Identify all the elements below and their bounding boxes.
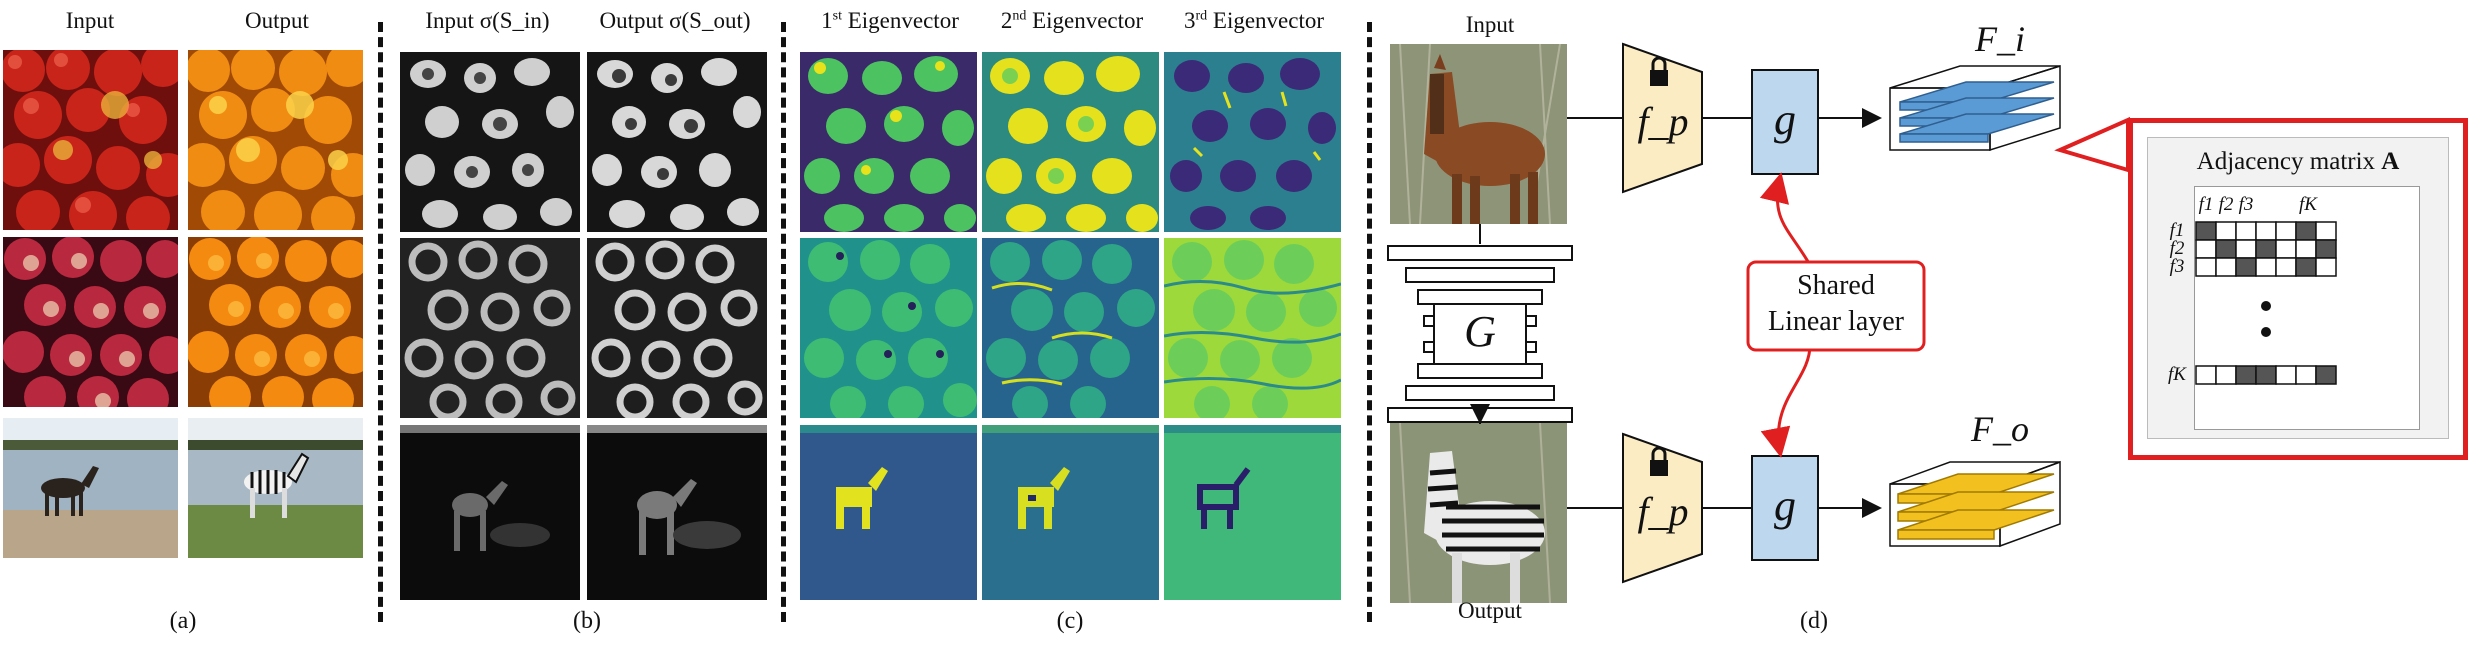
adjacency-title-bold: A <box>2381 148 2400 175</box>
adjacency-matrix-grid <box>2195 221 2337 385</box>
panel-d-connectors <box>1470 42 2130 584</box>
generator-label: G <box>1464 307 1496 356</box>
panel-d-input-label: Input <box>1465 12 1515 37</box>
adjacency-panel: Adjacency matrix A <box>2147 137 2449 439</box>
panel-c-header-2: 2nd Eigenvector <box>982 8 1162 34</box>
eigenvector-2-row-2 <box>982 238 1159 418</box>
apples-output-image <box>188 50 363 230</box>
feature-in-label: F_i <box>1975 19 2025 59</box>
eigenvector-3-row-2 <box>1164 238 1341 418</box>
matrix-col-label-k: fK <box>2299 194 2317 215</box>
eigenvector-2-row-3 <box>982 425 1159 600</box>
horse-input-image <box>3 418 178 558</box>
eigenvector-1-row-3 <box>800 425 977 600</box>
saliency-output-1 <box>587 52 767 232</box>
saliency-input-3 <box>400 425 580 600</box>
separator-a-b <box>378 22 383 622</box>
eig3-rest: Eigenvector <box>1212 8 1325 33</box>
apples-input-image <box>3 50 178 230</box>
projector-top-text: f_p <box>1637 99 1689 144</box>
panel-b-input-header-text: Input σ(S_in) <box>425 8 550 33</box>
apples-pink-output-image <box>188 237 363 407</box>
eig3-num: 3 <box>1183 8 1196 33</box>
eig2-num: 2 <box>1000 8 1013 33</box>
saliency-input-2 <box>400 238 580 418</box>
matrix-row-label-2: f2 <box>2169 238 2185 259</box>
linear-top-label: g <box>1774 95 1796 144</box>
adjacency-title-text: Adjacency matrix <box>2196 148 2376 175</box>
shared-label-line1: Shared <box>1797 270 1875 301</box>
eigenvector-1-row-1 <box>800 52 977 232</box>
adjacency-callout: Adjacency matrix A <box>2128 118 2468 460</box>
matrix-row-label-k: fK <box>2168 364 2186 385</box>
matrix-col-label-2: f2 <box>2218 194 2234 215</box>
projector-top-label: f_p <box>1628 98 1698 145</box>
separator-c-d <box>1367 22 1372 622</box>
matrix-row-label-3: f3 <box>2169 256 2185 277</box>
projector-bottom-text: f_p <box>1637 489 1689 534</box>
eig1-num: 1 <box>821 8 833 33</box>
eig1-sup: st <box>832 8 842 24</box>
horse-input-photo <box>1390 44 1567 224</box>
panel-a-input-header: Input <box>65 8 115 33</box>
matrix-row-label-1: f1 <box>2169 220 2185 241</box>
saliency-output-2 <box>587 238 767 418</box>
eigenvector-3-row-3 <box>1164 425 1341 600</box>
saliency-input-1 <box>400 52 580 232</box>
zebra-output-photo <box>1390 423 1567 603</box>
panel-c-caption: (c) <box>1056 608 1084 634</box>
eig2-rest: Eigenvector <box>1032 8 1144 33</box>
projector-bottom-label: f_p <box>1628 488 1698 535</box>
eig3-sup: rd <box>1195 8 1208 24</box>
panel-c-header-1: 1st Eigenvector <box>800 8 980 34</box>
matrix-col-label-3: f3 <box>2238 194 2254 215</box>
apples-pink-input-image <box>3 237 178 407</box>
eigenvector-3-row-1 <box>1164 52 1341 232</box>
separator-b-c <box>781 22 786 622</box>
eigenvector-2-row-1 <box>982 52 1159 232</box>
panel-b-output-header-text: Output σ(S_out) <box>599 8 751 33</box>
panel-b-input-header: Input σ(S_in) <box>400 8 575 34</box>
linear-bottom-label: g <box>1774 481 1796 530</box>
feature-out-label: F_o <box>1971 409 2029 449</box>
matrix-col-label-1: f1 <box>2198 194 2214 215</box>
zebra-output-image <box>188 418 363 558</box>
eig2-sup: nd <box>1012 8 1027 24</box>
panel-a-caption: (a) <box>169 608 197 634</box>
panel-b-caption: (b) <box>573 608 601 634</box>
eig1-rest: Eigenvector <box>847 8 959 33</box>
eigenvector-1-row-2 <box>800 238 977 418</box>
panel-b-output-header: Output σ(S_out) <box>580 8 770 34</box>
saliency-output-3 <box>587 425 767 600</box>
panel-a-output-header: Output <box>245 8 309 33</box>
shared-label-line2: Linear layer <box>1767 306 1905 337</box>
panel-d-output-label: Output <box>1458 598 1522 623</box>
panel-c-header-3: 3rd Eigenvector <box>1164 8 1344 34</box>
generator-network <box>1384 244 1576 424</box>
panel-d-caption: (d) <box>1800 608 1828 634</box>
adjacency-title: Adjacency matrix A <box>2148 148 2448 176</box>
